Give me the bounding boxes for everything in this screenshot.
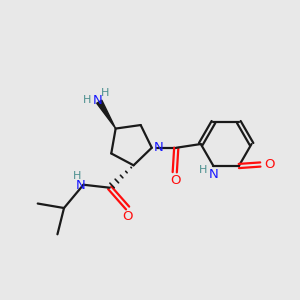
Text: H: H — [73, 171, 82, 182]
Text: O: O — [265, 158, 275, 171]
Text: O: O — [122, 210, 133, 223]
Polygon shape — [97, 100, 116, 129]
Text: N: N — [93, 94, 103, 107]
Text: H: H — [100, 88, 109, 98]
Text: N: N — [76, 179, 86, 192]
Text: N: N — [208, 169, 218, 182]
Text: H: H — [199, 166, 207, 176]
Text: H: H — [82, 95, 91, 105]
Text: N: N — [154, 141, 163, 154]
Text: O: O — [170, 174, 181, 187]
